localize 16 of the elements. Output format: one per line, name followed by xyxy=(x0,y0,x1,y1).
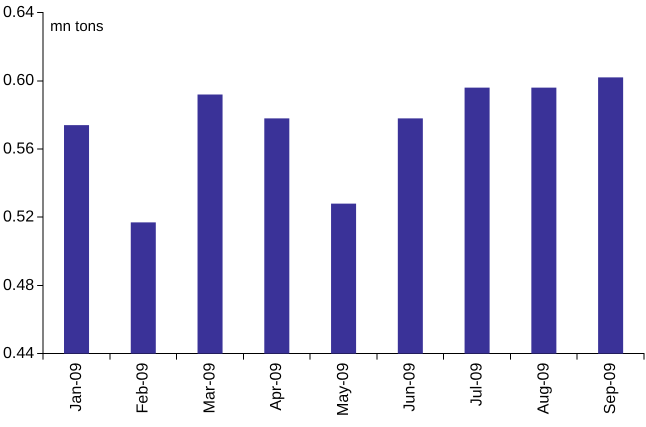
x-tick-label: Jan-09 xyxy=(68,362,85,412)
y-tick-label: 0.60 xyxy=(3,72,34,90)
y-tick-label: 0.56 xyxy=(3,140,34,158)
y-tick-label: 0.48 xyxy=(3,276,34,294)
y-tick-label: 0.52 xyxy=(3,208,34,226)
x-tick-label: Jul-09 xyxy=(468,362,486,406)
x-tick-label: Mar-09 xyxy=(201,362,218,414)
x-tick-label: May-09 xyxy=(334,362,352,416)
x-tick-label: Apr-09 xyxy=(268,362,286,411)
x-tick-label: Feb-09 xyxy=(134,362,152,414)
x-tick-label: Jun-09 xyxy=(402,362,419,412)
y-tick-label: 0.44 xyxy=(3,345,34,362)
x-tick-label: Aug-09 xyxy=(535,362,552,414)
y-tick-label: 0.64 xyxy=(3,4,34,22)
x-tick-label: Sep-09 xyxy=(602,362,620,414)
y-axis-title: mn tons xyxy=(50,18,104,36)
